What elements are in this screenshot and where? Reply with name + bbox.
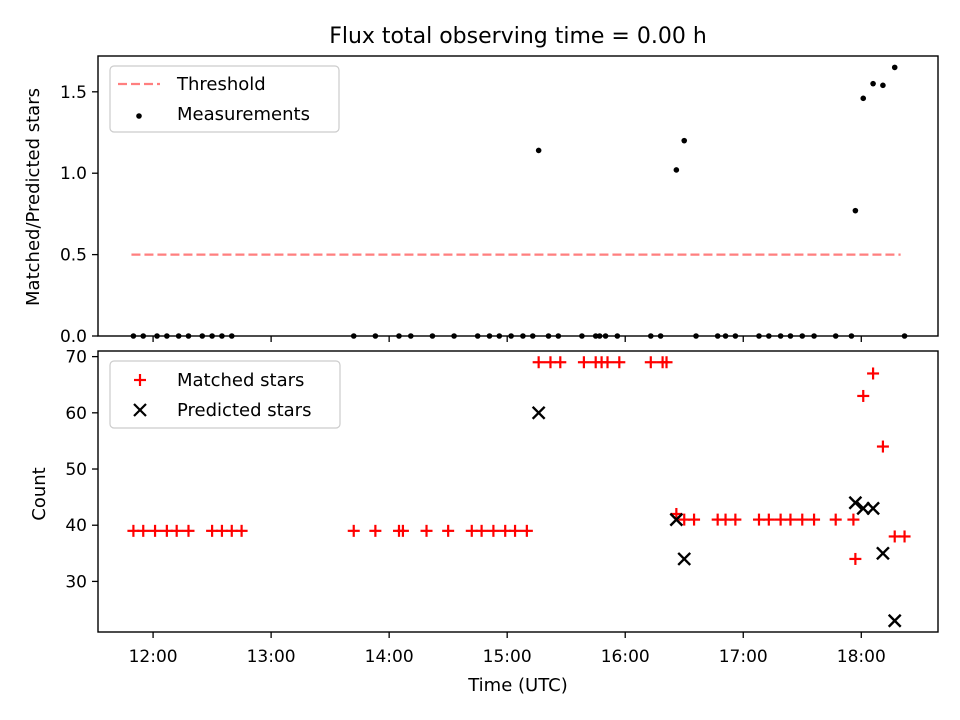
matched-star-point	[396, 524, 409, 537]
matched-star-point	[898, 530, 911, 543]
matched-star-point	[520, 524, 533, 537]
top-y-ticks: 0.0 0.5 1.0 1.5	[60, 83, 98, 347]
matched-star-point	[857, 389, 870, 402]
matched-star-point	[601, 356, 614, 369]
matched-star-point	[849, 552, 862, 565]
matched-star-point	[420, 524, 433, 537]
legend-predicted-swatch	[133, 403, 147, 417]
predicted-star-point	[856, 501, 871, 516]
bottom-legend: Matched stars Predicted stars	[109, 360, 341, 429]
matched-star-point	[554, 356, 567, 369]
top-axes-frame	[97, 55, 939, 337]
legend-measurements-label: Measurements	[177, 104, 310, 125]
matched-star-point	[137, 524, 150, 537]
matched-star-point	[688, 513, 701, 526]
legend-matched-swatch	[134, 374, 146, 386]
x-tick-label: 15:00	[483, 647, 532, 667]
matched-star-point	[369, 524, 382, 537]
matched-star-point	[762, 513, 775, 526]
matched-star-point	[729, 513, 742, 526]
measurement-point	[535, 147, 542, 154]
x-tick-label: 12:00	[129, 647, 178, 667]
bottom-y-tick-label: 70	[65, 348, 87, 368]
measurement-point	[860, 95, 867, 102]
matched-star-point	[182, 524, 195, 537]
predicted-star-point	[866, 501, 880, 516]
bottom-y-ticks: 30 40 50 60 70	[65, 348, 98, 592]
matched-star-point	[644, 356, 657, 369]
measurement-point	[870, 80, 876, 87]
x-tick-label: 17:00	[719, 647, 768, 667]
matched-star-point	[347, 524, 360, 537]
matched-star-point	[532, 356, 545, 369]
measurement-point	[891, 64, 898, 71]
bottom-ylabel: Count	[29, 467, 50, 520]
bottom-y-tick-label: 60	[65, 404, 87, 424]
matched-star-point	[475, 524, 488, 537]
matched-star-point	[847, 513, 860, 526]
predicted-stars-points	[531, 405, 902, 628]
top-y-tick-label: 0.0	[60, 327, 87, 347]
top-y-tick-label: 0.5	[60, 246, 87, 266]
x-tick-label: 16:00	[601, 647, 650, 667]
legend-predicted-label: Predicted stars	[177, 400, 311, 421]
x-axis-label: Time (UTC)	[467, 675, 568, 696]
x-tick-label: 18:00	[837, 647, 886, 667]
legend-matched-label: Matched stars	[177, 370, 304, 391]
measurement-point	[673, 167, 680, 173]
bottom-y-tick-label: 50	[65, 460, 87, 480]
matched-star-point	[829, 513, 842, 526]
bottom-axes-frame	[97, 350, 939, 633]
matched-star-point	[577, 356, 590, 369]
bottom-y-tick-label: 30	[65, 572, 87, 592]
matched-star-point	[876, 440, 889, 453]
matched-star-point	[487, 524, 500, 537]
top-x-ticks	[152, 336, 862, 342]
matched-star-point	[796, 513, 809, 526]
matched-star-point	[235, 524, 248, 537]
top-ylabel: Matched/Predicted stars	[23, 88, 44, 306]
matched-star-point	[867, 367, 880, 380]
bottom-y-tick-label: 40	[65, 516, 87, 536]
top-legend: Threshold Measurements	[109, 65, 340, 133]
top-y-tick-label: 1.0	[60, 164, 87, 184]
bottom-x-ticks: 12:00 13:00 14:00 15:00 16:00 17:00 18:00	[129, 632, 886, 667]
predicted-star-point	[876, 546, 890, 561]
matched-star-point	[509, 524, 522, 537]
top-panel: Matched/Predicted stars 0.0 0.5 1.0 1.5 Thr…	[23, 55, 939, 347]
matched-star-point	[784, 513, 797, 526]
matched-star-point	[170, 524, 183, 537]
matched-star-point	[442, 524, 455, 537]
legend-measurements-swatch	[136, 113, 142, 119]
measurement-point	[880, 82, 886, 89]
bottom-panel: Count 30 40 50 60 70 12:00 13:00 14:00 15:00 16:…	[29, 348, 939, 667]
matched-star-point	[660, 356, 673, 369]
measurement-point	[852, 207, 859, 214]
predicted-star-point	[669, 512, 684, 527]
legend-threshold-label: Threshold	[176, 74, 266, 95]
chart-title: Flux total observing time = 0.00 h	[329, 24, 707, 49]
x-tick-label: 13:00	[247, 647, 296, 667]
top-y-tick-label: 1.5	[60, 83, 87, 103]
predicted-star-point	[848, 495, 863, 510]
matched-star-point	[613, 356, 626, 369]
predicted-star-point	[887, 613, 902, 628]
x-tick-label: 14:00	[365, 647, 414, 667]
bottom-legend-box	[109, 360, 341, 429]
predicted-star-point	[677, 552, 692, 566]
matched-star-point	[149, 524, 162, 537]
predicted-star-point	[531, 405, 546, 420]
measurement-point	[681, 137, 688, 144]
top-legend-box	[109, 65, 340, 133]
matched-star-point	[808, 513, 821, 526]
